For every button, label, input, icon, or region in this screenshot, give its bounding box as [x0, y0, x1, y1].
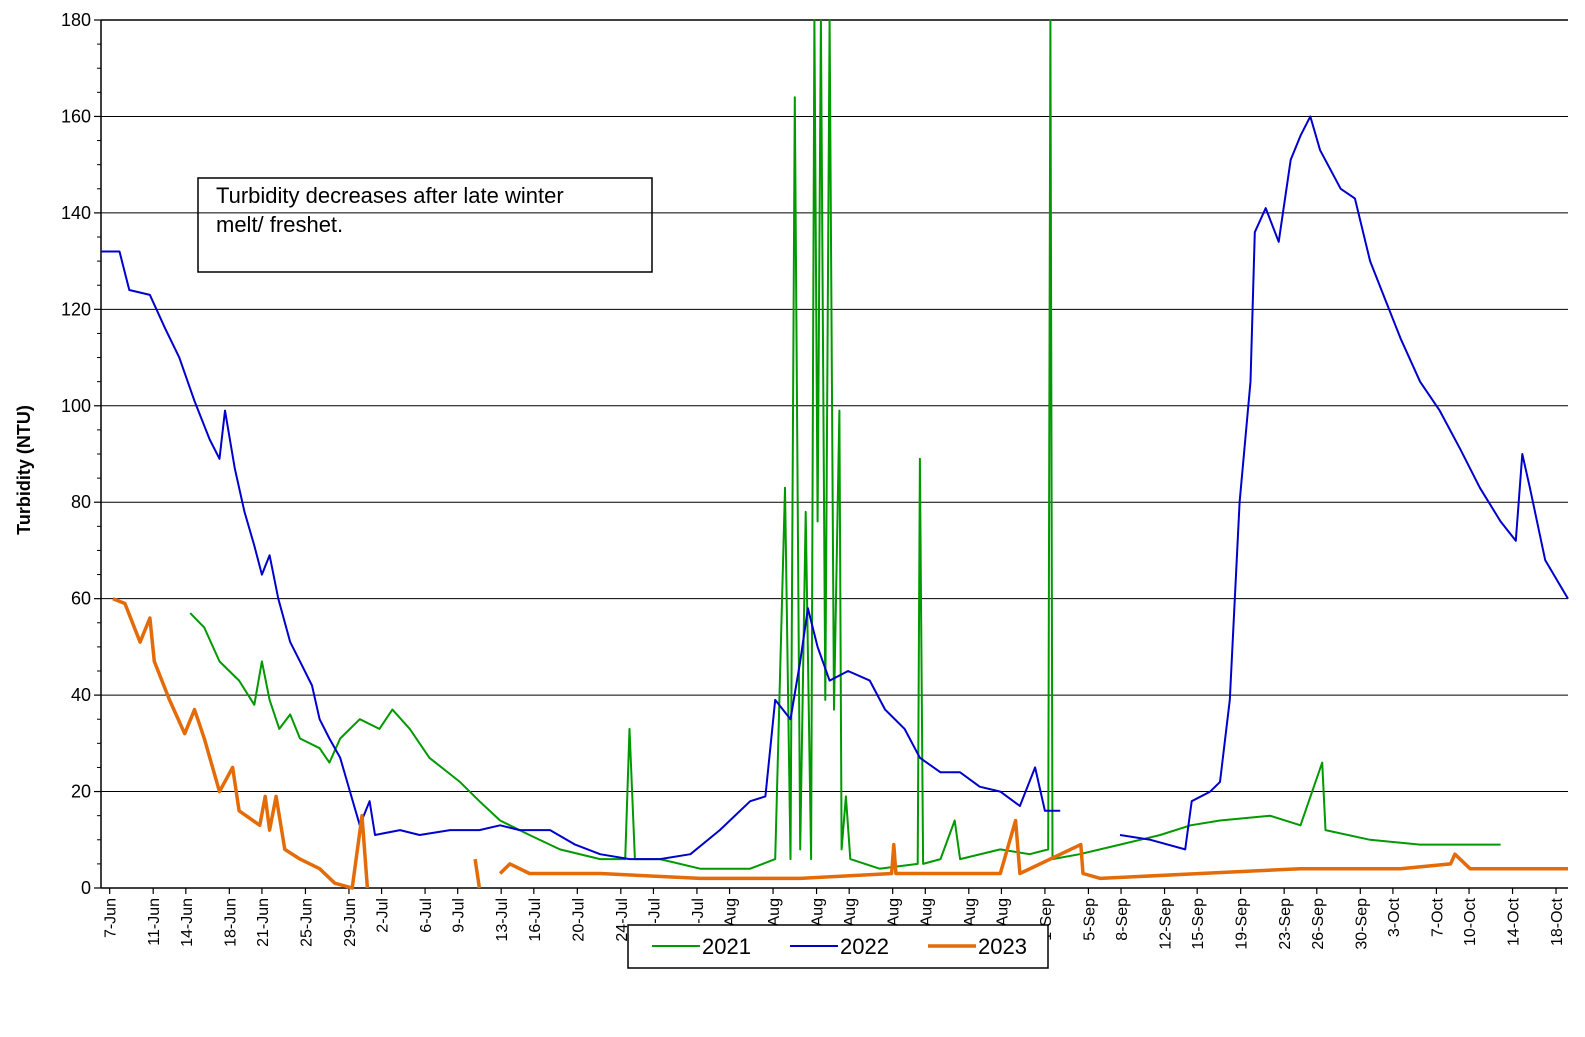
legend-label: 2023	[978, 934, 1027, 959]
x-tick-label: 7-Jun	[103, 898, 120, 938]
y-tick-label: 40	[71, 685, 91, 705]
series-line	[101, 115, 1569, 861]
x-tick-label: 7-Oct	[1429, 897, 1446, 937]
legend-label: 2021	[702, 934, 751, 959]
x-tick-label: 25-Jun	[298, 898, 315, 947]
legend-label: 2022	[840, 934, 889, 959]
x-tick-label: 8-Sep	[1114, 898, 1131, 941]
x-tick-label: 5-Sep	[1081, 898, 1098, 941]
y-tick-label: 120	[61, 299, 91, 319]
x-tick-label: 23-Sep	[1277, 898, 1294, 950]
y-tick-label: 80	[71, 492, 91, 512]
x-tick-label: 26-Sep	[1310, 898, 1327, 950]
x-tick-label: 10-Oct	[1462, 897, 1479, 946]
x-tick-label: 18-Oct	[1549, 897, 1566, 946]
y-tick-label: 0	[81, 878, 91, 898]
y-tick-label: 180	[61, 10, 91, 30]
x-tick-label: 15-Sep	[1190, 898, 1207, 950]
series-line	[189, 19, 1501, 870]
annotation: Turbidity decreases after late winter	[216, 183, 564, 208]
x-tick-label: 16-Jul	[527, 898, 544, 942]
y-axis-label: Turbidity (NTU)	[14, 405, 34, 535]
x-tick-label: 21-Jun	[255, 898, 272, 947]
x-tick-label: 20-Jul	[570, 898, 587, 942]
x-tick-label: 9-Jul	[451, 898, 468, 933]
x-tick-label: 19-Sep	[1234, 898, 1251, 950]
x-tick-label: 24-Jul	[614, 898, 631, 942]
x-tick-label: 14-Jun	[179, 898, 196, 947]
y-tick-label: 60	[71, 589, 91, 609]
x-tick-label: 14-Oct	[1506, 897, 1523, 946]
x-tick-label: 11-Jun	[146, 898, 163, 946]
annotation-box	[197, 177, 653, 273]
y-tick-label: 140	[61, 203, 91, 223]
x-tick-label: 3-Oct	[1386, 897, 1403, 937]
y-tick-label: 20	[71, 782, 91, 802]
annotation: melt/ freshet.	[216, 212, 343, 237]
x-tick-label: 6-Jul	[418, 898, 435, 933]
x-tick-label: 18-Jun	[222, 898, 239, 947]
x-tick-label: 13-Jul	[494, 898, 511, 942]
y-tick-label: 100	[61, 396, 91, 416]
series-line	[112, 597, 1568, 890]
x-tick-label: 2-Jul	[375, 898, 392, 933]
y-tick-label: 160	[61, 106, 91, 126]
x-tick-label: 30-Sep	[1353, 898, 1370, 950]
x-tick-label: 12-Sep	[1158, 898, 1175, 950]
x-tick-label: 29-Jun	[342, 898, 359, 947]
